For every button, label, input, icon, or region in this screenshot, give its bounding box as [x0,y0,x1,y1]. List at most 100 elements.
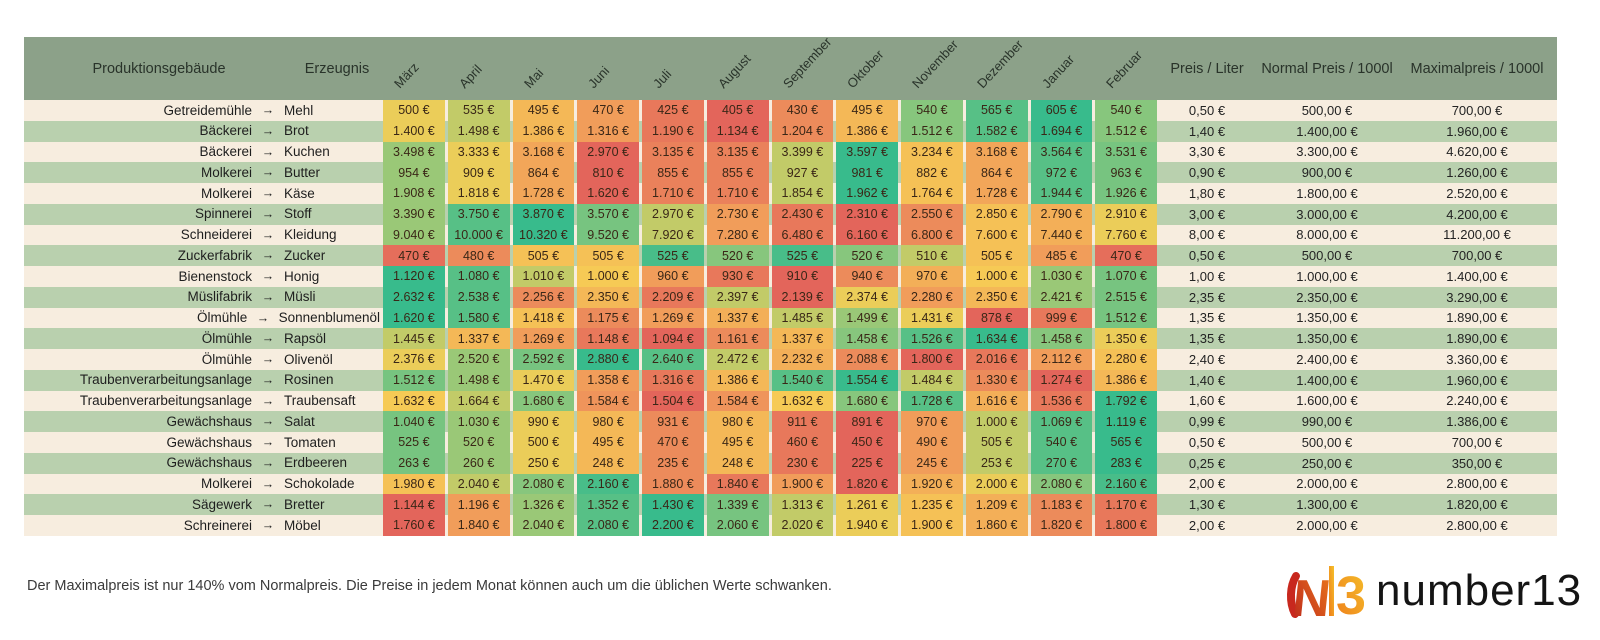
price-cell-oktober: 891 € [833,411,898,432]
price-cell-november: 3.234 € [898,141,963,163]
price-per-liter-cell: 0,90 € [1188,165,1226,181]
price-cell-mai: 495 € [509,100,575,121]
price-cell-februar: 565 € [1092,432,1157,453]
price-cell-juni: 2.080 € [574,515,639,536]
table-row: Sägewerk → Bretter 1.144 €1.196 €1.326 €1.3… [24,494,1557,515]
price-cell-oktober: 6.160 € [833,224,898,246]
max-price-cell: 700,00 € [1451,434,1503,450]
price-cell-februar: 1.170 € [1092,494,1157,515]
price-cell-november: 882 € [898,162,963,183]
price-cell-august: 495 € [703,432,769,453]
max-price-cell: 2.800,00 € [1446,476,1508,492]
price-cell-januar: 972 € [1027,162,1093,183]
label-cell: Getreidemühle → Mehl [24,100,380,121]
price-cell-november: 510 € [898,245,963,266]
price-cell-märz: 263 € [380,452,445,474]
price-cell-dezember: 1.000 € [962,266,1028,287]
price-cell-august: 930 € [703,266,769,287]
building-name: Bienenstock [178,268,252,284]
price-cell-märz: 2.632 € [380,286,445,308]
price-cell-august: 1.337 € [703,307,769,329]
product-name: Kleidung [284,227,337,243]
label-cell: Spinnerei → Stoff [24,204,380,225]
arrow-right-icon: → [261,393,275,408]
price-cell-juni: 9.520 € [574,224,639,246]
price-cell-juni: 3.570 € [574,203,639,225]
table-row: Bäckerei → Brot 1.400 €1.498 €1.386 €1.316 … [24,120,1557,142]
price-cell-januar: 540 € [1027,432,1093,453]
header-label-cell: Produktionsgebäude Erzeugnis [24,37,380,100]
label-group: Bäckerei → Brot [24,124,380,138]
price-cell-juli: 1.269 € [639,307,704,329]
arrow-right-icon: → [261,206,275,221]
header-month-november: November [898,37,963,100]
label-cell: Schneiderei → Kleidung [24,225,380,246]
price-cell-märz: 1.144 € [380,494,445,515]
price-per-liter-cell: 0,50 € [1188,248,1226,264]
arrow-right-icon: → [261,414,275,429]
price-cell-märz: 9.040 € [380,224,445,246]
price-cell-september: 927 € [768,162,834,183]
price-cell-januar: 1.694 € [1027,120,1093,142]
price-cell-märz: 1.445 € [380,328,445,349]
header-normal-price: Normal Preis / 1000l [1257,37,1397,100]
normal-price-cell: 1.000,00 € [1296,268,1358,284]
header-month-mai: Mai [509,37,575,100]
label-cell: Müslifabrik → Müsli [24,287,380,308]
month-label: September [779,34,834,91]
building-name: Ölmühle [201,330,252,346]
price-cell-juli: 2.200 € [639,515,704,536]
price-cell-februar: 540 € [1092,100,1157,121]
price-table: Produktionsgebäude Erzeugnis März April Mai J… [24,34,1557,536]
price-cell-august: 248 € [703,452,769,474]
month-label: Januar [1038,51,1077,91]
price-cell-mai: 864 € [509,162,575,183]
price-cell-februar: 7.760 € [1092,224,1157,246]
price-cell-mai: 3.870 € [509,203,575,225]
table-row: Ölmühle → Olivenöl 2.376 €2.520 €2.592 €2.8… [24,349,1557,370]
arrow-right-icon: → [256,310,270,325]
product-name: Schokolade [284,476,355,492]
price-cell-mai: 1.728 € [509,183,575,204]
price-cell-januar: 7.440 € [1027,224,1093,246]
building-name: Bäckerei [199,144,252,160]
price-cell-september: 460 € [768,432,834,453]
price-cell-september: 430 € [768,100,834,121]
normal-price-cell: 990,00 € [1301,414,1353,430]
price-cell-april: 520 € [444,432,510,453]
price-cell-april: 3.333 € [444,141,510,163]
header-month-januar: Januar [1027,37,1093,100]
arrow-right-icon: → [261,476,275,491]
header-month-september: September [768,34,834,100]
price-cell-januar: 1.030 € [1027,266,1093,287]
normal-price-cell: 1.350,00 € [1296,331,1358,347]
arrow-right-icon: → [261,518,275,533]
price-cell-august: 2.060 € [703,515,769,536]
price-cell-märz: 1.040 € [380,411,445,432]
label-group: Ölmühle → Sonnenblumenöl [24,311,380,325]
price-cell-dezember: 505 € [962,432,1028,453]
price-cell-november: 1.764 € [898,183,963,204]
max-price-cell: 1.260,00 € [1446,165,1508,181]
price-cell-november: 1.431 € [898,307,963,329]
price-cell-november: 2.550 € [898,203,963,225]
table-row: Zuckerfabrik → Zucker 470 €480 €505 €505 €5… [24,245,1557,266]
price-cell-januar: 3.564 € [1027,141,1093,163]
price-cell-november: 1.920 € [898,473,963,495]
price-cell-april: 480 € [444,245,510,266]
price-cell-februar: 1.926 € [1092,183,1157,204]
arrow-right-icon: → [261,372,275,387]
price-cell-august: 855 € [703,162,769,183]
arrow-right-icon: → [261,227,275,242]
price-cell-juli: 1.190 € [639,120,704,142]
price-cell-dezember: 1.209 € [962,494,1028,515]
price-per-liter-cell: 2,00 € [1188,476,1226,492]
label-cell: Traubenverarbeitungsanlage → Rosinen [24,370,380,391]
building-name: Gewächshaus [166,413,252,429]
header-month-juni: Juni [574,37,639,100]
table-row: Spinnerei → Stoff 3.390 €3.750 €3.870 €3.57… [24,203,1557,225]
price-cell-mai: 2.080 € [509,473,575,495]
price-cell-mai: 1.470 € [509,369,575,391]
price-cell-dezember: 1.860 € [962,515,1028,536]
price-cell-januar: 2.790 € [1027,203,1093,225]
